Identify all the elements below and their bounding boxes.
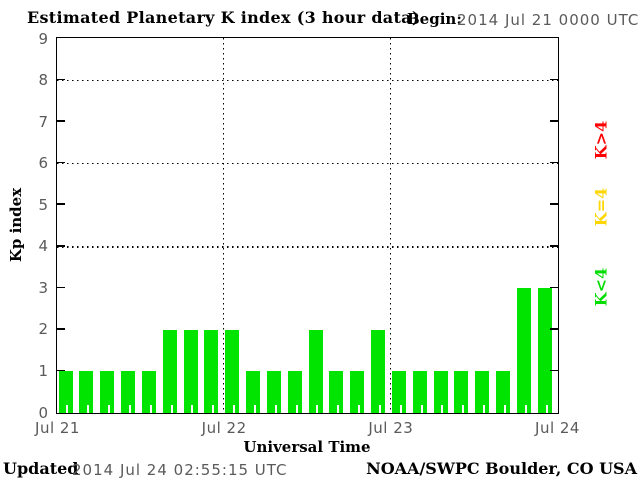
footer-org: NOAA/SWPC Boulder, CO USA [366,459,637,478]
kp-bar [496,371,511,413]
legend-item: K>4 [591,120,611,160]
footer-updated-label: Updated [3,459,79,478]
x-minor-tick [441,405,444,413]
x-minor-tick [337,405,340,413]
y-tick-left [57,369,65,372]
x-minor-tick [108,405,111,413]
kp-bar [204,329,219,413]
x-minor-tick [503,405,506,413]
y-tick-right [550,78,558,81]
y-tick-label: 0 [38,403,48,422]
kp-bar [79,371,94,413]
gridline-horizontal [57,162,558,165]
x-minor-tick [295,405,298,413]
x-minor-tick [378,405,381,413]
kp-bar [121,371,136,413]
y-tick-label: 3 [38,278,48,297]
kp-bar [371,329,386,413]
kp-bar [537,288,552,413]
x-minor-tick [212,405,215,413]
kp-bar [454,371,469,413]
kp-bar [266,371,281,413]
y-tick-label: 2 [38,320,48,339]
y-tick-left [57,328,65,330]
footer-updated-value: 2014 Jul 24 02:55:15 UTC [72,461,288,479]
legend-item: K=4 [591,187,611,227]
y-tick-right [550,120,558,122]
x-minor-tick [170,405,173,413]
kp-bar [287,371,302,413]
y-tick-right [550,286,558,289]
y-tick-right [550,369,558,372]
x-minor-tick [545,405,548,413]
y-tick-left [57,161,65,164]
x-minor-tick [420,405,423,413]
y-axis-title: Kp index [7,187,25,263]
y-tick-label: 8 [38,71,48,90]
x-tick-label: Jul 23 [368,419,414,437]
plot-area [56,37,559,414]
x-minor-tick [524,405,527,413]
kp-bar [412,371,427,413]
legend-item: K<4 [591,267,611,307]
x-tick-label: Jul 24 [535,419,580,437]
gridline-day-boundary [389,38,392,413]
kp-bar [100,371,115,413]
x-minor-tick [253,405,256,413]
kp-bar [225,329,240,413]
x-tick-label: Jul 22 [201,419,247,437]
x-tick-label: Jul 21 [35,419,80,437]
x-minor-tick [149,405,152,413]
kp-bar [58,371,73,413]
kp-bar [183,329,198,413]
kp-bar [246,371,261,413]
x-minor-tick [233,405,236,413]
y-tick-left [57,120,65,122]
kp-bar [475,371,490,413]
x-minor-tick [87,405,90,413]
x-minor-tick [483,405,486,413]
kp-bar [329,371,344,413]
x-minor-tick [316,405,319,413]
x-minor-tick [358,405,361,413]
kp-bar [516,288,531,413]
x-axis-title: Universal Time [243,438,371,456]
begin-value: 2014 Jul 21 0000 UTC [457,11,640,29]
kp-bar [433,371,448,413]
kp-bar [162,329,177,413]
kp-bar [350,371,365,413]
y-tick-right [550,161,558,164]
x-minor-tick [274,405,277,413]
gridline-horizontal [57,79,558,82]
gridline-horizontal [57,246,558,248]
x-minor-tick [66,405,69,413]
kp-bar [141,371,156,413]
chart-title: Estimated Planetary K index (3 hour data… [27,8,420,27]
x-minor-tick [191,405,194,413]
y-tick-left [57,78,65,81]
y-tick-right [550,203,558,205]
y-tick-left [57,286,65,289]
y-tick-left [57,203,65,205]
y-tick-label: 6 [38,154,48,173]
y-tick-label: 7 [38,112,48,131]
x-minor-tick [128,405,131,413]
y-tick-label: 1 [38,361,48,380]
kp-bar [308,329,323,413]
y-tick-left [57,245,65,247]
y-tick-right [550,245,558,247]
y-tick-right [550,328,558,330]
kp-bar [391,371,406,413]
x-minor-tick [399,405,402,413]
begin-label: Begin: [407,10,462,28]
y-tick-label: 9 [38,29,48,48]
gridline-day-boundary [222,38,225,413]
x-minor-tick [462,405,465,413]
